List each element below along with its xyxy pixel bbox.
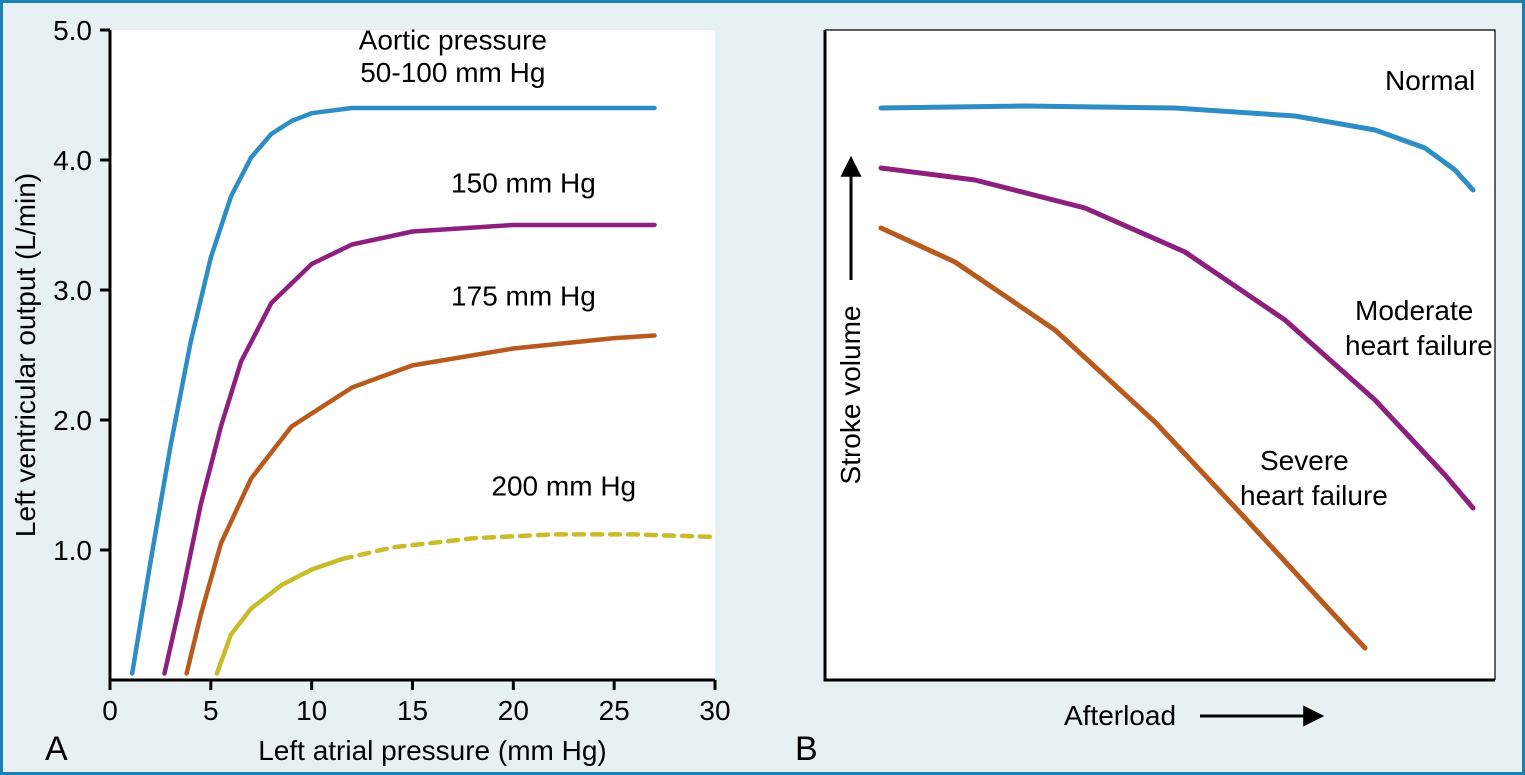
- x-tick-label: 0: [102, 695, 118, 726]
- y-tick-label: 2.0: [53, 405, 92, 436]
- x-tick-label: 25: [599, 695, 630, 726]
- panel-a-xlabel: Left atrial pressure (mm Hg): [258, 735, 607, 766]
- label-moderate-1: Moderate: [1355, 295, 1473, 326]
- x-tick-label: 15: [397, 695, 428, 726]
- label-200: 200 mm Hg: [491, 470, 636, 501]
- figure-svg: 0 5 10 15 20 25 30 1.0 2.0 3.0 4.0 5.0 Left atrial p…: [0, 0, 1525, 775]
- figure-wrap: 0 5 10 15 20 25 30 1.0 2.0 3.0 4.0 5.0 Left atrial p…: [0, 0, 1525, 775]
- label-moderate-2: heart failure: [1345, 330, 1493, 361]
- panel-a-header-1: Aortic pressure: [359, 25, 547, 56]
- panel-a-plot-bg: [110, 30, 715, 680]
- label-normal: Normal: [1385, 65, 1475, 96]
- panel-a-header-2: 50-100 mm Hg: [360, 57, 545, 88]
- x-tick-label: 5: [203, 695, 219, 726]
- y-tick-label: 5.0: [53, 15, 92, 46]
- y-tick-label: 4.0: [53, 145, 92, 176]
- y-tick-label: 3.0: [53, 275, 92, 306]
- panel-b-letter: B: [795, 730, 818, 768]
- label-severe-1: Severe: [1260, 445, 1349, 476]
- x-tick-label: 30: [699, 695, 730, 726]
- panel-b: Normal Moderate heart failure Severe heart f…: [795, 30, 1495, 768]
- label-175: 175 mm Hg: [451, 281, 596, 312]
- y-tick-label: 1.0: [53, 535, 92, 566]
- x-tick-label: 10: [296, 695, 327, 726]
- panel-b-xlabel: Afterload: [1064, 700, 1176, 731]
- label-severe-2: heart failure: [1240, 480, 1388, 511]
- panel-a-ylabel: Left ventricular output (L/min): [10, 173, 41, 537]
- label-150: 150 mm Hg: [451, 168, 596, 199]
- panel-a: 0 5 10 15 20 25 30 1.0 2.0 3.0 4.0 5.0 Left atrial p…: [10, 15, 731, 768]
- panel-b-ylabel: Stroke volume: [835, 306, 866, 485]
- x-tick-label: 20: [498, 695, 529, 726]
- panel-a-letter: A: [45, 730, 68, 768]
